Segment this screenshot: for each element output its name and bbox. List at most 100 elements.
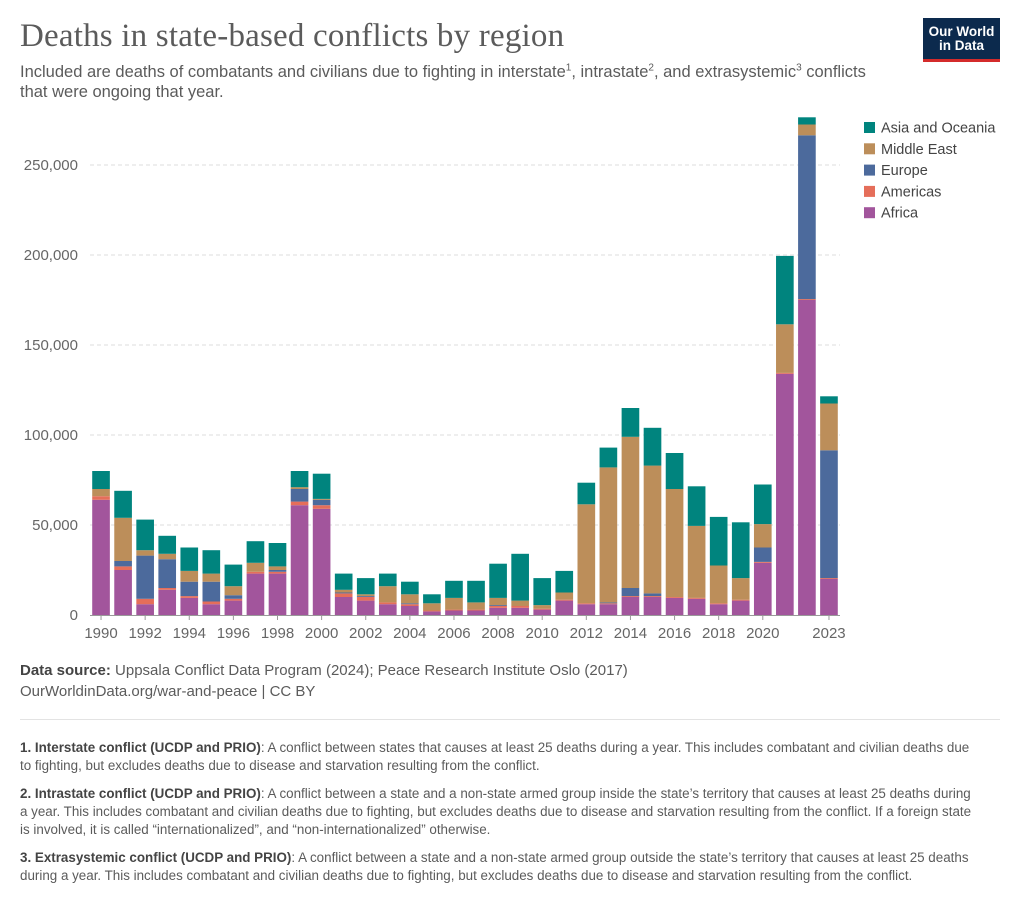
bar-middle-east-2009[interactable]	[511, 600, 529, 606]
bar-europe-1996[interactable]	[224, 595, 243, 599]
bar-africa-1997[interactable]	[246, 573, 265, 615]
bar-asia-and-oceania-2006[interactable]	[445, 580, 463, 598]
bar-asia-and-oceania-2005[interactable]	[423, 594, 441, 604]
bar-americas-1991[interactable]	[114, 566, 132, 570]
bar-africa-1995[interactable]	[202, 604, 221, 615]
bar-europe-2001[interactable]	[334, 592, 353, 594]
bar-africa-2008[interactable]	[489, 607, 507, 615]
bar-americas-2017[interactable]	[687, 597, 706, 599]
bar-americas-2008[interactable]	[489, 606, 507, 608]
bar-middle-east-1990[interactable]	[92, 489, 110, 497]
bar-middle-east-2012[interactable]	[577, 504, 596, 604]
bar-middle-east-2003[interactable]	[378, 586, 397, 603]
bar-americas-2000[interactable]	[312, 505, 331, 509]
bar-americas-2001[interactable]	[334, 593, 353, 597]
bar-africa-2011[interactable]	[555, 600, 574, 615]
bar-africa-2019[interactable]	[731, 600, 750, 615]
bar-africa-1998[interactable]	[268, 573, 287, 615]
bar-asia-and-oceania-1993[interactable]	[158, 535, 177, 554]
bar-africa-2010[interactable]	[533, 609, 552, 615]
bar-middle-east-2001[interactable]	[334, 589, 353, 593]
bar-asia-and-oceania-2000[interactable]	[312, 473, 331, 499]
bar-middle-east-1991[interactable]	[114, 517, 132, 561]
bar-asia-and-oceania-1992[interactable]	[136, 519, 154, 551]
footnote-ref-2[interactable]: 2	[648, 62, 654, 74]
bar-americas-2020[interactable]	[753, 561, 772, 563]
bar-africa-1996[interactable]	[224, 600, 243, 615]
bar-asia-and-oceania-1994[interactable]	[180, 547, 199, 571]
bar-africa-2015[interactable]	[643, 597, 662, 615]
bar-middle-east-2008[interactable]	[489, 597, 507, 606]
bar-africa-1990[interactable]	[92, 499, 110, 615]
bar-asia-and-oceania-2015[interactable]	[643, 427, 662, 466]
legend-item-europe[interactable]: Europe	[864, 163, 928, 179]
bar-africa-2000[interactable]	[312, 508, 331, 615]
bar-europe-1995[interactable]	[202, 581, 221, 602]
bar-asia-and-oceania-2001[interactable]	[334, 573, 353, 590]
bar-americas-2002[interactable]	[356, 597, 375, 601]
bar-europe-2022[interactable]	[798, 135, 816, 300]
bar-middle-east-1998[interactable]	[268, 566, 287, 570]
bar-americas-2005[interactable]	[423, 610, 441, 612]
bar-americas-2018[interactable]	[709, 603, 728, 605]
bar-europe-2002[interactable]	[356, 596, 375, 597]
bar-asia-and-oceania-2009[interactable]	[511, 553, 529, 601]
bar-middle-east-2021[interactable]	[776, 324, 794, 373]
bar-europe-1991[interactable]	[114, 561, 132, 567]
bar-middle-east-2015[interactable]	[643, 465, 662, 594]
bar-americas-2007[interactable]	[467, 609, 485, 611]
owid-logo[interactable]: Our World in Data	[923, 18, 1000, 62]
bar-middle-east-2013[interactable]	[599, 467, 618, 603]
bar-europe-1998[interactable]	[268, 570, 287, 572]
bar-americas-2012[interactable]	[577, 603, 596, 605]
bar-asia-and-oceania-2018[interactable]	[709, 516, 728, 566]
bar-asia-and-oceania-2011[interactable]	[555, 570, 574, 593]
bar-americas-1995[interactable]	[202, 601, 221, 605]
bar-africa-2009[interactable]	[511, 607, 529, 615]
bar-africa-2017[interactable]	[687, 598, 706, 615]
bar-europe-2008[interactable]	[489, 605, 507, 606]
legend-item-middle-east[interactable]: Middle East	[864, 142, 957, 158]
bar-asia-and-oceania-2002[interactable]	[356, 578, 375, 595]
bar-americas-2015[interactable]	[643, 596, 662, 597]
source-link[interactable]: OurWorldinData.org/war-and-peace | CC BY	[20, 683, 316, 700]
bar-middle-east-2017[interactable]	[687, 525, 706, 598]
bar-middle-east-2000[interactable]	[312, 498, 331, 500]
bar-asia-and-oceania-2020[interactable]	[753, 484, 772, 525]
footnote-ref-1[interactable]: 1	[565, 62, 572, 74]
bar-africa-2020[interactable]	[753, 562, 772, 615]
bar-africa-1992[interactable]	[136, 604, 154, 615]
bar-asia-and-oceania-2016[interactable]	[665, 453, 684, 489]
legend-item-asia-and-oceania[interactable]: Asia and Oceania	[864, 121, 996, 137]
bar-asia-and-oceania-2012[interactable]	[577, 482, 596, 505]
bar-americas-2023[interactable]	[820, 578, 838, 579]
bar-middle-east-2019[interactable]	[731, 578, 750, 600]
bar-asia-and-oceania-2019[interactable]	[731, 522, 750, 579]
bar-americas-2009[interactable]	[511, 606, 529, 608]
bar-americas-2006[interactable]	[445, 609, 463, 611]
bar-middle-east-2004[interactable]	[401, 594, 419, 604]
bar-africa-2016[interactable]	[665, 597, 684, 615]
bar-asia-and-oceania-2023[interactable]	[820, 396, 838, 404]
bar-europe-1994[interactable]	[180, 581, 199, 597]
bar-africa-1993[interactable]	[158, 589, 177, 615]
bar-middle-east-2020[interactable]	[753, 524, 772, 548]
bar-americas-2014[interactable]	[621, 596, 640, 597]
bar-europe-2023[interactable]	[820, 450, 838, 579]
bar-asia-and-oceania-1996[interactable]	[224, 564, 243, 587]
footnote-ref-3[interactable]: 3	[796, 62, 802, 74]
bar-middle-east-1994[interactable]	[180, 570, 199, 582]
bar-asia-and-oceania-1995[interactable]	[202, 550, 221, 574]
bar-asia-and-oceania-1998[interactable]	[268, 543, 287, 567]
bar-middle-east-1996[interactable]	[224, 586, 243, 596]
bar-asia-and-oceania-1999[interactable]	[290, 471, 309, 488]
bar-middle-east-2011[interactable]	[555, 592, 574, 600]
bar-europe-1992[interactable]	[136, 555, 154, 599]
bar-africa-2004[interactable]	[401, 606, 419, 615]
bar-middle-east-2014[interactable]	[621, 436, 640, 588]
bar-americas-2004[interactable]	[401, 604, 419, 606]
bar-africa-2001[interactable]	[334, 597, 353, 615]
bar-europe-2013[interactable]	[599, 602, 618, 604]
bar-africa-2023[interactable]	[820, 579, 838, 615]
bar-asia-and-oceania-1997[interactable]	[246, 541, 265, 563]
